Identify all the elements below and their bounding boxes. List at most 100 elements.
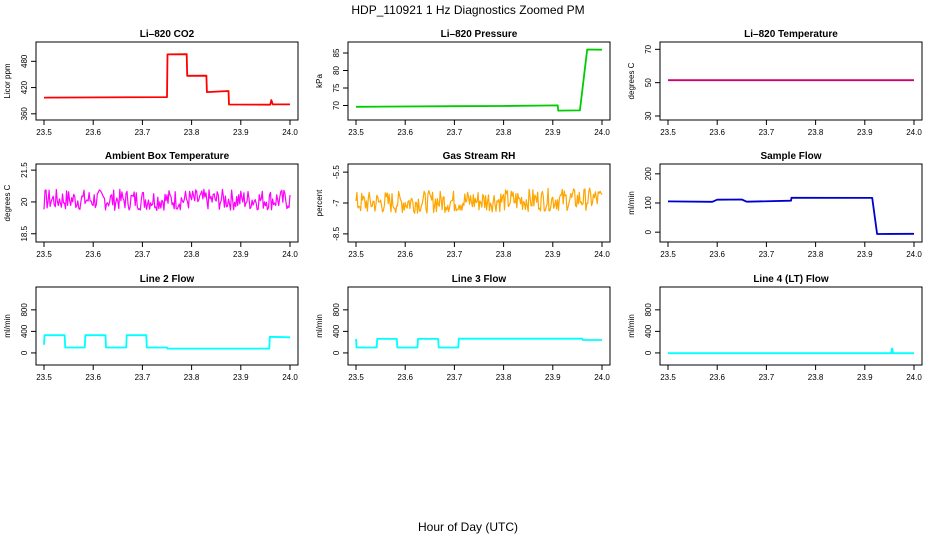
y-tick-label: -8.5 (332, 226, 341, 240)
y-tick-label: 0 (332, 350, 341, 355)
x-tick-label: 23.7 (135, 250, 151, 259)
y-tick-label: 0 (644, 229, 653, 234)
x-tick-label: 23.7 (447, 250, 463, 259)
x-tick-label: 23.5 (36, 250, 52, 259)
x-tick-label: 23.8 (496, 128, 512, 137)
y-tick-label: 85 (332, 48, 341, 57)
y-tick-label: 75 (332, 83, 341, 92)
panel-8: Line 3 Flow ml/min 23.5 23.6 23.7 23.8 23.9 24.… (315, 274, 611, 382)
series-line (355, 48, 603, 112)
x-tick-label: 23.7 (759, 373, 775, 382)
x-tick-label: 23.8 (496, 373, 512, 382)
y-axis-label: degrees C (3, 184, 12, 221)
x-tick-label: 24.0 (282, 373, 298, 382)
y-tick-label: 400 (332, 324, 341, 338)
y-axis-label: percent (315, 189, 324, 216)
x-tick-label: 23.5 (348, 128, 364, 137)
plot-frame (659, 41, 923, 121)
x-tick-label: 23.9 (857, 250, 873, 259)
figure-title: HDP_110921 1 Hz Diagnostics Zoomed PM (351, 3, 584, 17)
x-tick-label: 23.8 (184, 128, 200, 137)
y-tick-label: 400 (644, 324, 653, 338)
y-tick-label: 480 (20, 54, 29, 68)
panel-title: Ambient Box Temperature (105, 151, 230, 162)
x-tick-label: 23.6 (85, 373, 101, 382)
x-tick-label: 23.9 (857, 373, 873, 382)
plot-frame (35, 286, 299, 366)
panel-title: Line 3 Flow (452, 274, 507, 285)
x-tick-label: 23.7 (447, 373, 463, 382)
y-axis-label: Licor ppm (3, 63, 12, 98)
y-tick-label: 30 (644, 111, 653, 120)
panel-title: Li–820 CO2 (140, 29, 195, 40)
y-tick-label: 0 (20, 350, 29, 355)
panel-title: Li–820 Pressure (441, 29, 518, 40)
x-tick-label: 23.5 (348, 250, 364, 259)
y-tick-label: 400 (20, 324, 29, 338)
x-tick-label: 23.7 (447, 128, 463, 137)
x-tick-label: 24.0 (594, 250, 610, 259)
x-tick-label: 23.6 (709, 373, 725, 382)
panel-7: Line 2 Flow ml/min 23.5 23.6 23.7 23.8 23.9 24.… (3, 274, 299, 382)
y-axis-label: ml/min (627, 191, 636, 215)
y-tick-label: 50 (644, 78, 653, 87)
y-tick-label: 70 (644, 44, 653, 53)
panel-2: Li–820 Pressure kPa 23.5 23.6 23.7 23.8 23.9 24… (315, 29, 611, 137)
y-tick-label: 200 (644, 167, 653, 181)
x-tick-label: 24.0 (906, 250, 922, 259)
x-tick-label: 23.8 (808, 250, 824, 259)
y-tick-label: 18.5 (20, 225, 29, 241)
y-axis-label: degrees C (627, 62, 636, 99)
series-line (667, 196, 915, 235)
series-line (43, 334, 291, 350)
x-tick-label: 23.8 (184, 250, 200, 259)
x-tick-label: 23.6 (709, 128, 725, 137)
x-tick-label: 23.8 (808, 373, 824, 382)
panel-title: Sample Flow (760, 151, 821, 162)
x-tick-label: 23.8 (184, 373, 200, 382)
panel-4: Ambient Box Temperature degrees C 23.5 23.6… (3, 151, 299, 259)
x-tick-label: 23.9 (233, 250, 249, 259)
panel-title: Gas Stream RH (443, 151, 516, 162)
y-tick-label: 21.5 (20, 162, 29, 178)
plot-frame (347, 41, 611, 121)
x-tick-label: 23.9 (545, 373, 561, 382)
x-tick-label: 24.0 (906, 373, 922, 382)
y-tick-label: 420 (20, 80, 29, 94)
x-tick-label: 23.9 (545, 128, 561, 137)
x-tick-label: 23.9 (545, 250, 561, 259)
series-line (355, 187, 603, 214)
x-tick-label: 24.0 (282, 250, 298, 259)
x-tick-label: 23.5 (36, 128, 52, 137)
series-line (43, 53, 291, 106)
y-tick-label: 20 (20, 197, 29, 206)
y-tick-label: -5.5 (332, 165, 341, 179)
panel-9: Line 4 (LT) Flow ml/min 23.5 23.6 23.7 23.8 23… (627, 274, 923, 382)
x-tick-label: 23.7 (759, 128, 775, 137)
y-tick-label: 360 (20, 107, 29, 121)
panel-6: Sample Flow ml/min 23.5 23.6 23.7 23.8 23.9 24.… (627, 151, 923, 259)
x-tick-label: 23.6 (85, 128, 101, 137)
x-tick-label: 23.6 (709, 250, 725, 259)
figure-xlabel: Hour of Day (UTC) (418, 520, 518, 534)
plot-frame (659, 286, 923, 366)
y-axis-label: kPa (315, 74, 324, 88)
plot-frame (347, 286, 611, 366)
y-axis-label: ml/min (315, 314, 324, 338)
series-line (355, 337, 602, 349)
plot-frame (659, 163, 923, 243)
x-tick-label: 23.7 (135, 128, 151, 137)
panel-title: Li–820 Temperature (744, 29, 838, 40)
series-line (43, 188, 291, 211)
x-tick-label: 23.5 (348, 373, 364, 382)
plot-frame (35, 163, 299, 243)
y-tick-label: 70 (332, 101, 341, 110)
y-tick-label: 0 (644, 350, 653, 355)
x-tick-label: 23.9 (233, 128, 249, 137)
y-tick-label: 800 (20, 303, 29, 317)
x-tick-label: 23.5 (660, 250, 676, 259)
panel-1: Li–820 CO2 Licor ppm 23.5 23.6 23.7 23.8 23.9 2… (3, 29, 299, 137)
panel-5: Gas Stream RH percent 23.5 23.6 23.7 23.8 23.9… (315, 151, 611, 259)
x-tick-label: 23.6 (397, 128, 413, 137)
